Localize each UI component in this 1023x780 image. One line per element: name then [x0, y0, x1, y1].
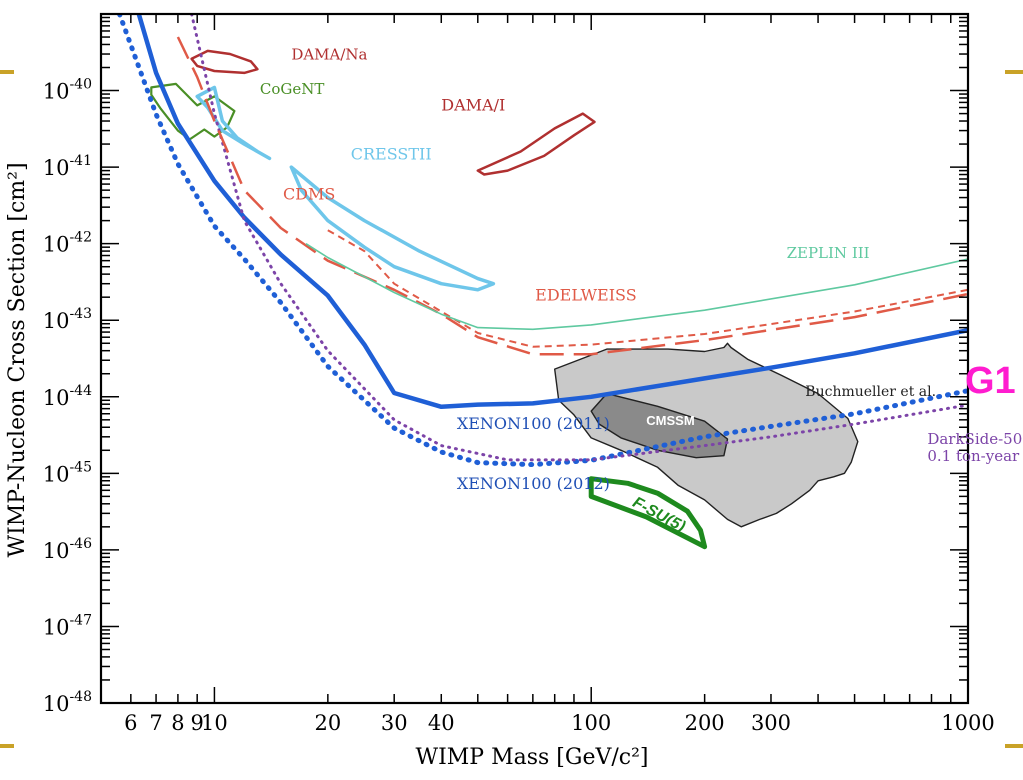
slide-accent-bottom-right — [1005, 744, 1023, 748]
slide-accent-bottom-left — [0, 744, 14, 748]
series-line-darkside-50 — [190, 14, 968, 462]
y-tick-label: 10-46 — [43, 536, 92, 563]
plot-frame — [99, 12, 970, 705]
annotation-zeplin-iii: ZEPLIN III — [787, 244, 870, 262]
y-tick-label: 10-44 — [43, 383, 92, 410]
y-tick-label: 10-42 — [43, 230, 92, 257]
region-dama-na — [190, 49, 259, 75]
slide-accent-top-right — [1005, 70, 1023, 74]
region-cogent — [150, 82, 236, 141]
region-dama-i — [476, 112, 596, 176]
x-tick-label: 20 — [314, 711, 341, 735]
x-tick-label: 40 — [428, 711, 455, 735]
x-tick-label: 30 — [381, 711, 408, 735]
series-line-xenon100-2012 — [117, 14, 968, 468]
y-tick-label: 10-48 — [43, 689, 92, 716]
annotation-xenon100-2012: XENON100 (2012) — [457, 474, 610, 493]
y-tick-label: 10-43 — [43, 306, 92, 333]
x-tick-label: 100 — [571, 711, 611, 735]
region-cresstii — [195, 85, 272, 161]
annotation-dama-na: DAMA/Na — [291, 45, 367, 63]
x-tick-label: 8 — [171, 711, 184, 735]
annotation-cogent: CoGeNT — [260, 80, 325, 98]
series-line-xenon100-2011 — [136, 14, 968, 410]
annotation-buchmueller-et-al: Buchmueller et al. — [805, 384, 936, 400]
x-tick-label: 1000 — [941, 711, 994, 735]
y-tick-label: 10-41 — [43, 153, 92, 180]
x-tick-label: 7 — [149, 711, 162, 735]
x-tick-label: 300 — [751, 711, 791, 735]
region-f-su-5 — [588, 476, 708, 550]
series-line-cdms — [176, 36, 968, 356]
annotation-darkside-50: DarkSide-50 — [927, 430, 1022, 448]
y-axis-title: WIMP-Nucleon Cross Section [cm²] — [5, 162, 30, 557]
x-tick-label: 6 — [124, 711, 137, 735]
annotation-dama-i: DAMA/I — [441, 95, 505, 114]
y-tick-label: 10-45 — [43, 459, 92, 486]
annotation-0-1-ton-year: 0.1 ton-year — [927, 447, 1020, 465]
annotation-edelweiss: EDELWEISS — [535, 286, 637, 305]
region-cresstii-2 — [289, 165, 496, 292]
annotation-xenon100-2011: XENON100 (2011) — [457, 414, 610, 433]
region-cmssm — [590, 392, 729, 459]
slide-accent-top-left — [0, 70, 14, 74]
slide-side-label: G1 — [965, 360, 1016, 402]
y-tick-label: 10-47 — [43, 612, 92, 639]
series-line-edelweiss — [327, 229, 968, 348]
annotation-cresstii: CRESSTII — [351, 145, 432, 164]
y-tick-label: 10-40 — [43, 77, 92, 104]
x-axis-title: WIMP Mass [GeV/c²] — [415, 745, 648, 770]
annotation-cdms: CDMS — [283, 184, 335, 203]
x-tick-label: 9 — [190, 711, 203, 735]
series-line-zeplin-iii — [305, 243, 968, 331]
x-tick-label: 200 — [685, 711, 725, 735]
annotation-cmssm: CMSSM — [646, 413, 694, 428]
x-tick-label: 10 — [201, 711, 228, 735]
